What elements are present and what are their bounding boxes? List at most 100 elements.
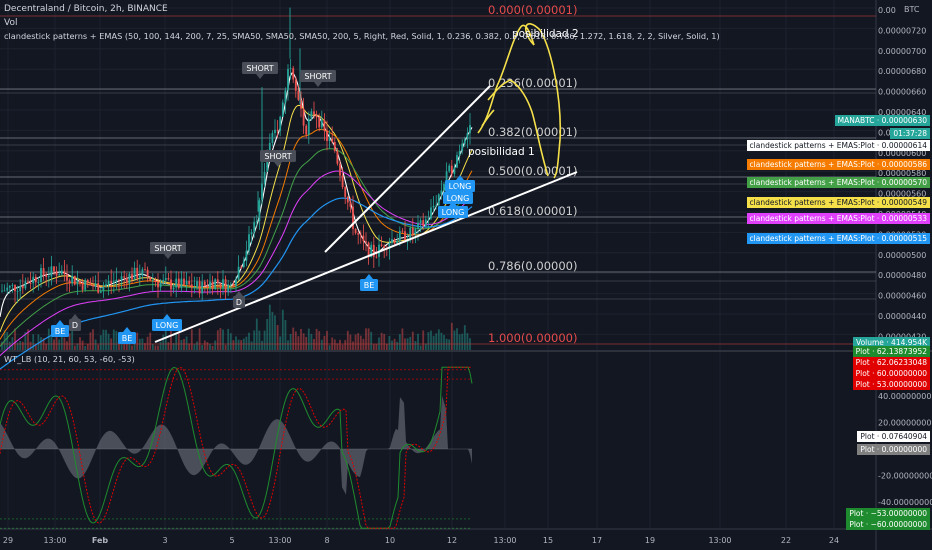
candle-body [133,267,136,280]
price-unit-label: BTC [904,5,920,14]
candle-body [443,184,445,191]
volume-bar [66,341,68,350]
price-tick-label: 0.00000580 [878,169,926,178]
candle-body [34,276,37,283]
user-drawings[interactable] [154,23,578,343]
volume-bar [440,332,443,350]
volume-bar [154,345,157,350]
candle-body [448,165,451,172]
candle-body [42,268,45,275]
candle-body [229,283,232,285]
symbol-title[interactable]: Decentraland / Bitcoin, 2h, BINANCE [4,4,168,14]
wavetrend-oscillator [0,366,473,529]
signal-label: SHORT [304,72,331,81]
candle-body [359,234,362,236]
candle-body [427,218,430,220]
candle-body [396,240,399,244]
signal-arrow [56,320,64,325]
candle-body [346,196,349,203]
price-tick-label: 0.00000720 [878,26,926,35]
volume-bar [206,342,209,350]
candle-body [453,167,456,174]
candle-body [128,273,131,284]
candle-body [167,278,170,280]
volume-bar [146,336,149,350]
volume-bar [253,330,256,350]
candle-body [1,290,3,292]
signal-label: SHORT [154,244,181,253]
candle-body [305,125,308,135]
time-tick-label: 22 [781,536,791,545]
indicator-legend[interactable]: clandestick patterns + EMAS (50, 100, 14… [4,31,720,41]
volume-bar [235,336,237,350]
candle-body [326,130,328,142]
price-tick-label: 0.00000440 [878,312,926,321]
volume-bar [68,333,71,350]
signal-arrow [454,187,462,192]
volume-bar [185,336,188,350]
candle-body [112,281,115,284]
volume-bar [24,332,27,350]
signal-arrow [235,291,243,296]
volume-bar [71,331,74,350]
candle-body [24,281,27,289]
candle-body [193,287,196,289]
trendline-support [154,171,578,343]
signal-label-box [443,192,473,204]
volume-bar [281,309,284,350]
volume-bar [315,328,318,350]
price-tick-label: 0.00000660 [878,88,926,97]
volume-bar [385,343,388,350]
candle-body [185,281,188,285]
signal-arrow [365,274,373,279]
volume-bar [359,335,362,350]
scenario-2-drawing [524,23,562,179]
candle-body [435,205,438,207]
time-tick-label: 5 [229,536,234,545]
candle-body [120,276,123,281]
price-tag: clandestick patterns + EMAS:Plot · 0.000… [746,159,930,170]
volume-bar [401,328,404,350]
candle-body [175,278,178,288]
time-tick-label: 8 [324,536,329,545]
osc-tick-label: -20.00000000 [878,471,932,480]
candle-body [222,279,224,288]
fibonacci-retracement[interactable]: 0.000(0.00001) 0.236(0.00001) 0.382(0.0000… [0,3,876,345]
candle-body [180,278,183,289]
signal-arrow [256,74,264,79]
volume-bar [112,329,115,350]
candle-body [365,241,367,243]
volume-bar [60,328,63,350]
candle-body [336,150,339,164]
volume-bar [248,332,250,350]
volume-bar [287,340,289,350]
volume-bar [258,330,261,350]
volume-legend[interactable]: Vol [4,18,18,28]
candle-body [86,279,89,283]
volume-bar [302,333,305,350]
candle-body [318,117,321,128]
price-tick-label: 0.00000500 [878,251,926,260]
volume-bar [198,328,201,350]
volume-bar [240,340,243,350]
candle-body [450,165,453,174]
candle-body [146,269,149,277]
candle-body [50,266,53,277]
oscillator-legend[interactable]: WT_LB (10, 21, 60, 53, -60, -53) [4,354,135,364]
candle-body [388,243,391,249]
candle-body [398,230,401,241]
volume-bar [328,345,331,350]
time-tick-label: 13:00 [708,536,731,545]
time-tick-label: 13:00 [268,536,291,545]
price-tick-label: 0.00000420 [878,332,926,341]
volume-bar [274,315,276,350]
volume-bar [357,333,360,350]
fib-level-label: 0.786(0.00000) [488,259,577,273]
volume-bar [297,336,300,350]
price-tag: clandestick patterns + EMAS:Plot · 0.000… [746,177,930,188]
time-tick-label: 12 [447,536,457,545]
candle-body [63,270,66,275]
volume-bar [323,335,326,350]
